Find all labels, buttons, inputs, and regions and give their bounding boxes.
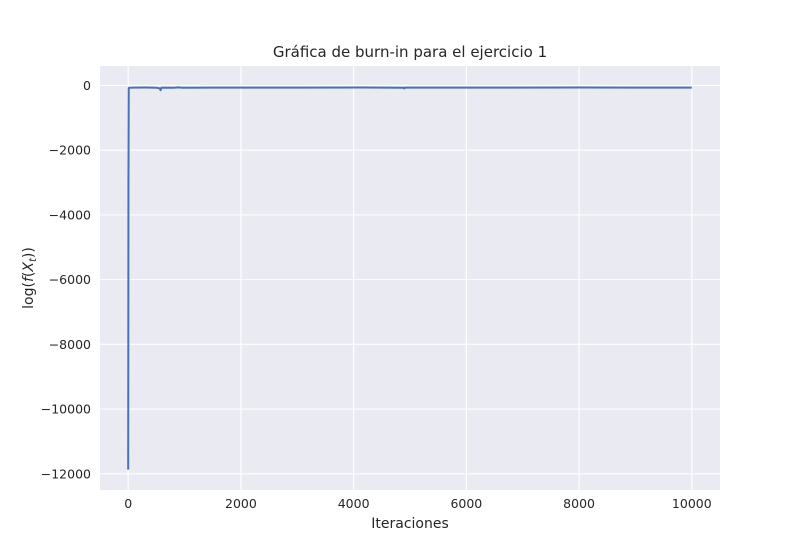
y-tick-label: −6000 xyxy=(49,272,91,287)
y-tick-label: 0 xyxy=(83,78,91,93)
y-tick-labels: 0 −2000 −4000 −6000 −8000 −10000 −12000 xyxy=(41,78,91,481)
x-tick-label: 10000 xyxy=(672,496,712,511)
series-line xyxy=(127,86,692,470)
y-label-func: f xyxy=(21,275,37,282)
x-tick-label: 6000 xyxy=(450,496,482,511)
x-tick-label: 4000 xyxy=(338,496,370,511)
chart-title: Gráfica de burn-in para el ejercicio 1 xyxy=(273,43,547,61)
plot-area xyxy=(100,66,720,490)
y-label-sub: t xyxy=(28,257,39,262)
x-tick-labels: 0 2000 4000 6000 8000 10000 xyxy=(124,496,712,511)
y-tick-label: −8000 xyxy=(49,337,91,352)
y-tick-label: −12000 xyxy=(41,466,91,481)
x-tick-label: 2000 xyxy=(225,496,257,511)
x-tick-label: 0 xyxy=(124,496,132,511)
y-tick-label: −2000 xyxy=(49,143,91,158)
y-axis-label: log(f(Xt)) xyxy=(21,247,39,309)
y-tick-label: −4000 xyxy=(49,207,91,222)
y-label-prefix: log( xyxy=(21,282,37,309)
y-label-close: )) xyxy=(21,247,37,258)
y-label-open: ( xyxy=(21,272,37,277)
grid-lines xyxy=(100,66,720,490)
series-layer xyxy=(127,86,692,470)
x-tick-label: 8000 xyxy=(563,496,595,511)
y-tick-label: −10000 xyxy=(41,402,91,417)
x-axis-label: Iteraciones xyxy=(371,516,449,532)
y-label-var: X xyxy=(21,262,37,273)
